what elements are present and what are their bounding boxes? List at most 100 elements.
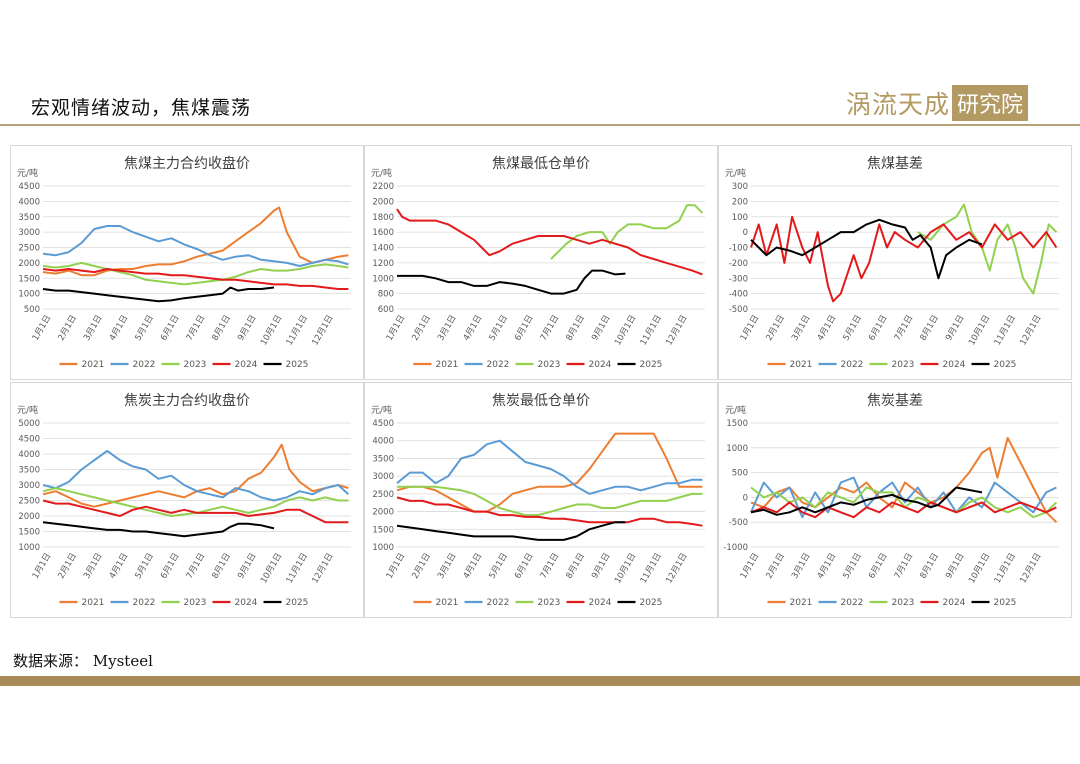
x-tick-label: 7月1日 xyxy=(539,314,562,343)
x-tick-label: 11月1日 xyxy=(993,552,1018,586)
y-tick-label: 3000 xyxy=(18,481,40,491)
series-line-2023 xyxy=(550,204,704,260)
y-unit-label: 元/吨 xyxy=(725,167,746,179)
x-tick-label: 10月1日 xyxy=(613,314,638,348)
y-tick-label: -200 xyxy=(729,259,748,269)
legend-label: 2024 xyxy=(943,360,966,370)
y-tick-label: 5000 xyxy=(18,419,40,429)
x-tick-label: 2月1日 xyxy=(764,314,787,343)
x-tick-label: 1月1日 xyxy=(31,314,54,343)
y-tick-label: 3500 xyxy=(18,466,40,476)
series-line-2024 xyxy=(42,268,349,290)
y-unit-label: 元/吨 xyxy=(17,404,38,416)
x-tick-label: 10月1日 xyxy=(259,552,284,586)
x-tick-label: 5月1日 xyxy=(133,314,156,343)
y-unit-label: 元/吨 xyxy=(725,404,746,416)
x-tick-label: 6月1日 xyxy=(159,552,182,581)
x-tick-label: 9月1日 xyxy=(236,552,259,581)
y-tick-label: 1000 xyxy=(726,444,748,454)
y-unit-label: 元/吨 xyxy=(371,404,392,416)
x-tick-label: 4月1日 xyxy=(462,314,485,343)
legend-label: 2024 xyxy=(235,360,258,370)
x-tick-label: 1月1日 xyxy=(739,314,762,343)
logo-boxed-text: 研究院 xyxy=(952,85,1029,121)
legend-label: 2023 xyxy=(184,360,207,370)
y-tick-label: 1400 xyxy=(372,244,394,254)
y-tick-label: -300 xyxy=(729,274,748,284)
series-line-2024 xyxy=(750,501,1057,519)
x-tick-label: 6月1日 xyxy=(867,552,890,581)
y-tick-label: -400 xyxy=(729,290,748,300)
x-tick-label: 2月1日 xyxy=(56,552,79,581)
y-tick-label: -500 xyxy=(729,305,748,315)
y-tick-label: 4500 xyxy=(18,435,40,445)
y-tick-label: 500 xyxy=(24,305,40,315)
series-line-2022 xyxy=(396,439,703,495)
x-tick-label: 12月1日 xyxy=(1018,314,1043,348)
x-tick-label: 11月1日 xyxy=(639,552,664,586)
legend-label: 2022 xyxy=(841,360,864,370)
series-line-2022 xyxy=(42,449,350,502)
y-tick-label: -500 xyxy=(729,518,748,528)
y-tick-label: 2000 xyxy=(18,259,40,269)
y-unit-label: 元/吨 xyxy=(17,167,38,179)
x-tick-label: 1月1日 xyxy=(385,552,408,581)
y-unit-label: 元/吨 xyxy=(371,167,392,179)
y-tick-label: 4000 xyxy=(18,450,40,460)
chart-panel-5: 焦炭最低仓单价 元/吨 1000 1500 2000 2500 3000 3500 4000 45… xyxy=(364,382,718,618)
legend-label: 2025 xyxy=(286,598,309,608)
y-tick-label: 1500 xyxy=(18,528,40,538)
x-tick-label: 11月1日 xyxy=(285,552,310,586)
series-line-2024 xyxy=(396,496,703,527)
y-tick-label: 1200 xyxy=(372,259,394,269)
legend-label: 2024 xyxy=(589,598,612,608)
y-tick-label: 3000 xyxy=(18,228,40,238)
chart-panel-4: 焦炭主力合约收盘价 元/吨 1000 1500 2000 2500 3000 3500 4000… xyxy=(10,382,364,618)
x-tick-label: 8月1日 xyxy=(210,552,233,581)
legend-label: 2023 xyxy=(892,598,915,608)
legend-label: 2023 xyxy=(184,598,207,608)
x-tick-label: 5月1日 xyxy=(487,314,510,343)
y-tick-label: -1000 xyxy=(723,543,748,553)
y-tick-label: 200 xyxy=(732,197,748,207)
series-line-2021 xyxy=(42,443,349,508)
x-tick-label: 12月1日 xyxy=(664,552,689,586)
series-line-2021 xyxy=(396,432,703,513)
legend-label: 2024 xyxy=(589,360,612,370)
legend-label: 2022 xyxy=(487,360,510,370)
y-tick-label: 1000 xyxy=(18,290,40,300)
x-tick-label: 5月1日 xyxy=(487,552,510,581)
y-tick-label: 3500 xyxy=(372,454,394,464)
chart-panel-6: 焦炭基差 元/吨 -1000 -500 0 500 1000 1500 1月1日 2月1日 3月1日… xyxy=(718,382,1072,618)
y-tick-label: -100 xyxy=(729,244,748,254)
x-tick-label: 3月1日 xyxy=(790,552,813,581)
x-tick-label: 6月1日 xyxy=(159,314,182,343)
logo-text: 涡流天成 xyxy=(846,90,951,119)
series-line-2023 xyxy=(397,485,703,517)
x-tick-label: 12月1日 xyxy=(664,314,689,348)
y-tick-label: 1500 xyxy=(372,525,394,535)
y-tick-label: 0 xyxy=(743,493,748,503)
y-tick-label: 2500 xyxy=(372,490,394,500)
x-tick-label: 7月1日 xyxy=(893,552,916,581)
legend-label: 2021 xyxy=(790,598,813,608)
x-tick-label: 6月1日 xyxy=(867,314,890,343)
x-tick-label: 5月1日 xyxy=(841,552,864,581)
y-tick-label: 100 xyxy=(732,213,748,223)
legend-label: 2025 xyxy=(286,360,309,370)
x-tick-label: 12月1日 xyxy=(1018,552,1043,586)
series-line-2024 xyxy=(750,215,1058,303)
y-tick-label: 2000 xyxy=(372,508,394,518)
chart-panel-3: 焦煤基差 元/吨 -500 -400 -300 -200 -100 0 100 200 300 1月1… xyxy=(718,145,1072,380)
y-tick-label: 4500 xyxy=(18,182,40,192)
series-line-2025 xyxy=(396,521,626,541)
legend-label: 2022 xyxy=(487,598,510,608)
series-line-2024 xyxy=(396,208,703,276)
x-tick-label: 4月1日 xyxy=(816,314,839,343)
x-tick-label: 1月1日 xyxy=(31,552,54,581)
